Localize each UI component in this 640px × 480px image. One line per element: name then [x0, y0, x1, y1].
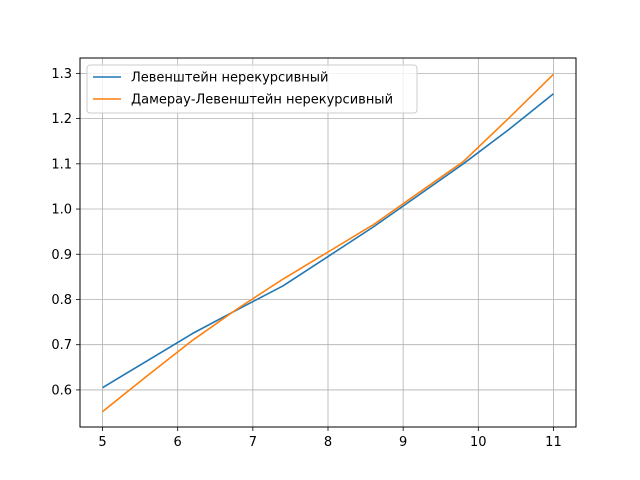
x-tick-label: 9: [399, 435, 407, 450]
series-lines: [102, 73, 555, 413]
y-tick-label: 0.8: [51, 293, 72, 308]
legend: Левенштейн нерекурсивный Дамерау-Левенште…: [86, 64, 418, 114]
axis-ticks: 5 6 7 8 9 10 11 0.6 0.7 0.8 0.9 1.0 1.1 1.2 1.3: [51, 67, 561, 450]
x-tick-label: 10: [470, 435, 487, 450]
series-line-0: [102, 93, 554, 389]
x-tick-label: 5: [98, 435, 106, 450]
x-tick-label: 8: [324, 435, 332, 450]
legend-label-1: Дамерау-Левенштейн нерекурсивный: [131, 93, 393, 108]
x-tick-label: 11: [545, 435, 562, 450]
y-tick-label: 0.9: [51, 248, 72, 263]
y-tick-label: 0.7: [51, 338, 72, 353]
y-tick-label: 0.6: [51, 383, 72, 398]
x-tick-label: 6: [174, 435, 182, 450]
y-tick-label: 1.0: [51, 203, 72, 218]
legend-label-0: Левенштейн нерекурсивный: [131, 71, 329, 86]
legend-box: [86, 64, 418, 114]
series-line-1: [102, 73, 555, 413]
x-tick-label: 7: [249, 435, 257, 450]
y-tick-label: 1.3: [51, 67, 72, 82]
y-tick-label: 1.1: [51, 157, 72, 172]
y-tick-label: 1.2: [51, 112, 72, 127]
